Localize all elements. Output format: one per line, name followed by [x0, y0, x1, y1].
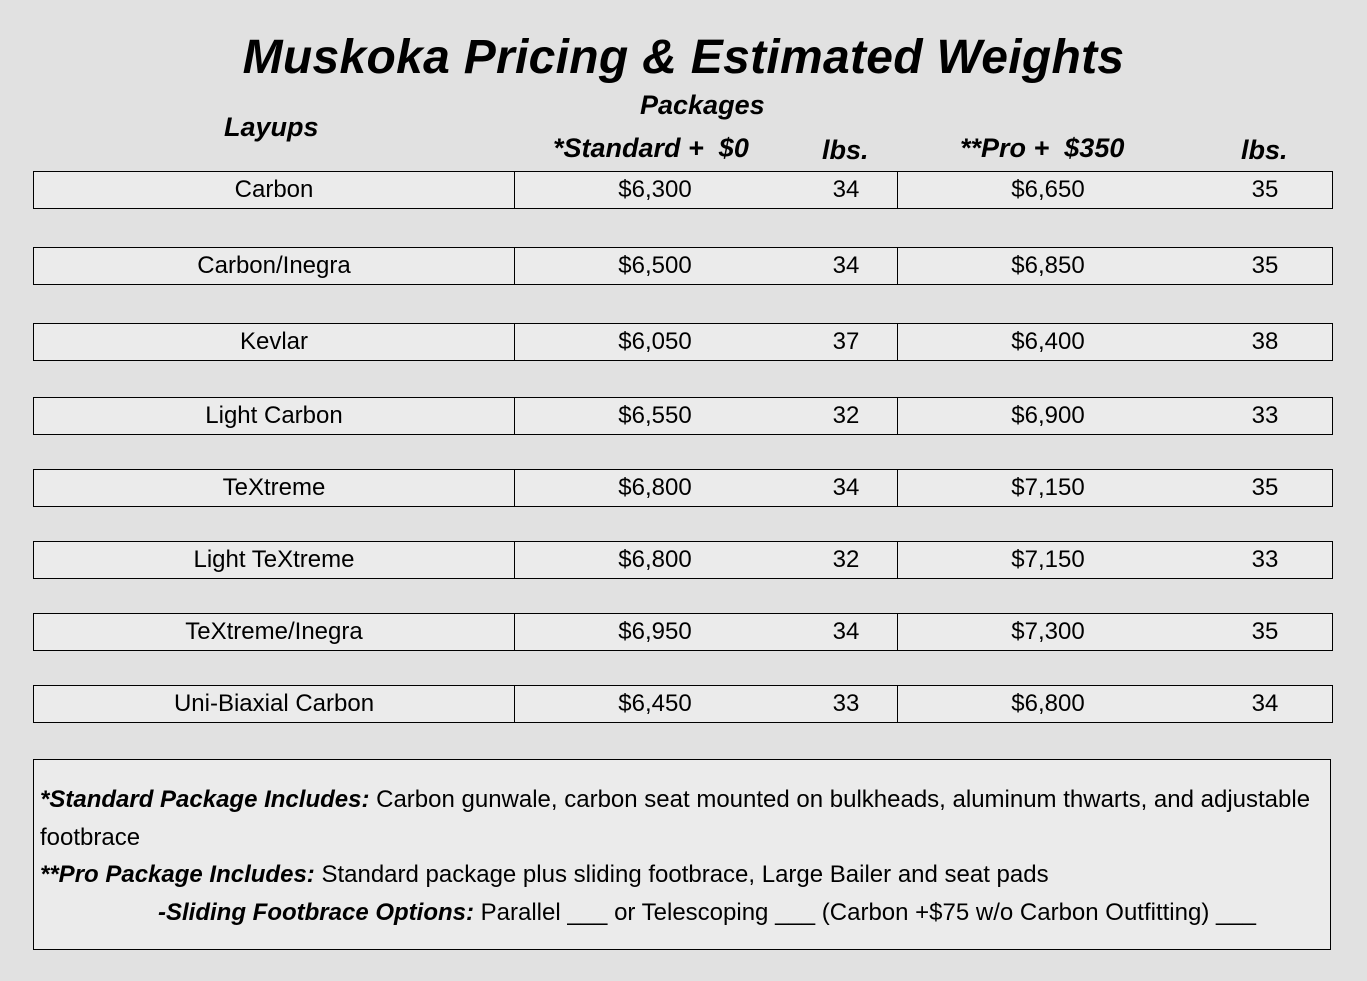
standard-weight-cell: 37 — [795, 324, 898, 360]
pro-package-label: **Pro Package Includes: — [40, 861, 315, 888]
standard-package-label: *Standard Package Includes: — [40, 786, 370, 813]
pro-weight-cell: 35 — [1251, 474, 1279, 501]
standard-price-cell: $6,500 — [618, 252, 692, 279]
package-notes: *Standard Package Includes: Carbon gunwa… — [33, 759, 1331, 950]
standard-price-cell: $6,550 — [618, 402, 692, 429]
layup-cell: Light TeXtreme — [34, 542, 515, 578]
standard-price-cell: $6,800 — [618, 474, 692, 501]
layup-cell: Carbon/Inegra — [34, 248, 515, 284]
pro-weight-cell: 33 — [1251, 402, 1279, 429]
pro-weight-cell: 35 — [1251, 252, 1279, 279]
layup-cell: Light Carbon — [34, 398, 515, 434]
pro-price-cell: $6,900 — [1011, 402, 1085, 429]
standard-package-note: *Standard Package Includes: Carbon gunwa… — [40, 781, 1330, 856]
standard-package-text: Carbon gunwale, carbon seat mounted on b… — [40, 786, 1311, 851]
standard-weight-cell: 34 — [795, 614, 898, 650]
header-packages: Packages — [640, 90, 765, 120]
pro-price-cell: $7,150 — [1011, 546, 1085, 573]
header-standard: *Standard + $0 — [553, 133, 749, 163]
layup-cell: Uni-Biaxial Carbon — [34, 686, 515, 722]
table-row: TeXtreme $6,800 34 $7,150 35 — [33, 469, 1333, 507]
layup-cell: TeXtreme — [34, 470, 515, 506]
pro-weight-cell: 34 — [1251, 690, 1279, 717]
header-standard-weight: lbs. — [822, 135, 869, 165]
table-row: Carbon $6,300 34 $6,650 35 — [33, 171, 1333, 209]
pro-price-cell: $7,150 — [1011, 474, 1085, 501]
pro-price-cell: $7,300 — [1011, 618, 1085, 645]
layup-cell: TeXtreme/Inegra — [34, 614, 515, 650]
standard-weight-cell: 34 — [795, 172, 898, 208]
table-row: TeXtreme/Inegra $6,950 34 $7,300 35 — [33, 613, 1333, 651]
pro-price-cell: $6,650 — [1011, 176, 1085, 203]
header-pro: **Pro + $350 — [960, 133, 1125, 163]
standard-weight-cell: 33 — [795, 686, 898, 722]
table-row: Uni-Biaxial Carbon $6,450 33 $6,800 34 — [33, 685, 1333, 723]
layup-cell: Kevlar — [34, 324, 515, 360]
table-row: Kevlar $6,050 37 $6,400 38 — [33, 323, 1333, 361]
footbrace-options-label: -Sliding Footbrace Options: — [158, 898, 474, 926]
standard-price-cell: $6,950 — [618, 618, 692, 645]
standard-weight-cell: 32 — [795, 542, 898, 578]
pro-weight-cell: 33 — [1251, 546, 1279, 573]
table-row: Light TeXtreme $6,800 32 $7,150 33 — [33, 541, 1333, 579]
header-layups: Layups — [224, 112, 319, 142]
footbrace-options-note: -Sliding Footbrace Options: Parallel ___… — [40, 894, 1330, 932]
pro-price-cell: $6,850 — [1011, 252, 1085, 279]
pro-price-cell: $6,800 — [1011, 690, 1085, 717]
header-pro-weight: lbs. — [1241, 135, 1288, 165]
pro-weight-cell: 35 — [1251, 618, 1279, 645]
page-title: Muskoka Pricing & Estimated Weights — [242, 31, 1125, 84]
standard-price-cell: $6,450 — [618, 690, 692, 717]
pro-weight-cell: 35 — [1251, 176, 1279, 203]
standard-price-cell: $6,800 — [618, 546, 692, 573]
layup-cell: Carbon — [34, 172, 515, 208]
standard-price-cell: $6,050 — [618, 328, 692, 355]
standard-weight-cell: 32 — [795, 398, 898, 434]
footbrace-options-text: Parallel ___ or Telescoping ___ (Carbon … — [473, 898, 1257, 926]
pro-weight-cell: 38 — [1251, 328, 1279, 355]
standard-price-cell: $6,300 — [618, 176, 692, 203]
pro-price-cell: $6,400 — [1011, 328, 1085, 355]
standard-weight-cell: 34 — [795, 470, 898, 506]
pro-package-note: **Pro Package Includes: Standard package… — [40, 856, 1330, 894]
table-row: Carbon/Inegra $6,500 34 $6,850 35 — [33, 247, 1333, 285]
pro-package-text: Standard package plus sliding footbrace,… — [314, 861, 1049, 888]
standard-weight-cell: 34 — [795, 248, 898, 284]
table-row: Light Carbon $6,550 32 $6,900 33 — [33, 397, 1333, 435]
